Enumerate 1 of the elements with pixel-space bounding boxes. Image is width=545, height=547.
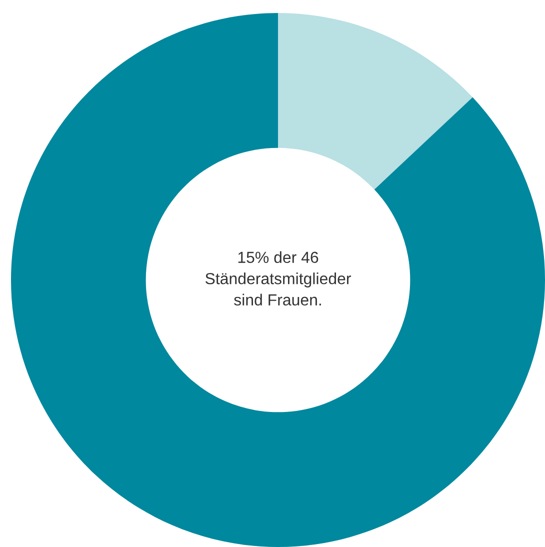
text: 15% der 46 Ständeratsmitglieder sind Frauen. <box>205 251 351 306</box>
